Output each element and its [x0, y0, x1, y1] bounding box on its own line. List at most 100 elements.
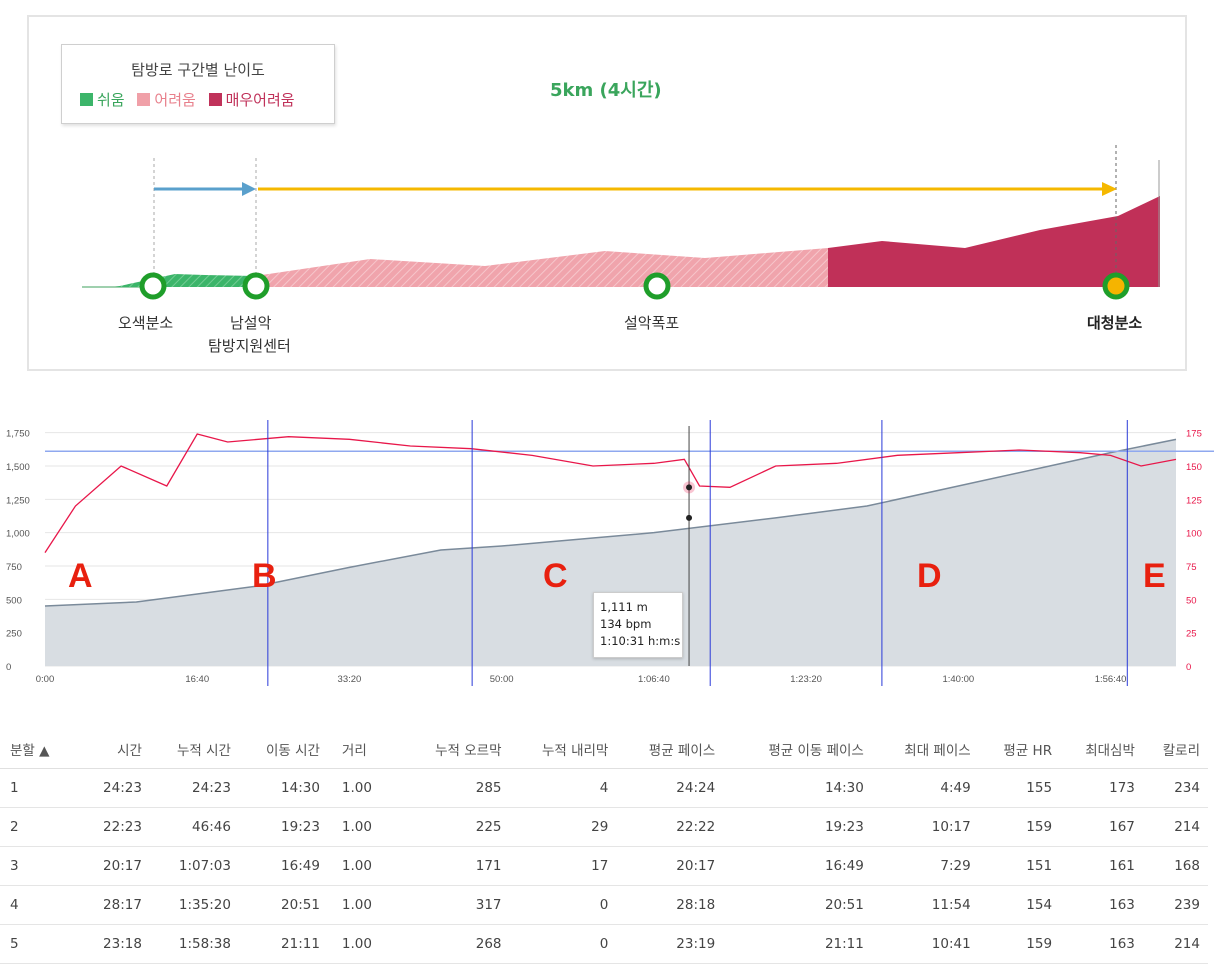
table-row[interactable]: 4 28:17 1:35:20 20:51 1.00 317 0 28:18 20:51 11:5…: [0, 885, 1208, 925]
column-header[interactable]: 분할 ▲: [0, 730, 83, 769]
table-cell: 4: [0, 885, 83, 925]
y-left-tick-label: 1,500: [6, 462, 30, 473]
column-header[interactable]: 누적 시간: [149, 730, 239, 769]
station-marker[interactable]: [139, 272, 167, 300]
table-cell: 21:11: [238, 924, 328, 964]
column-header[interactable]: 최대 페이스: [871, 730, 979, 769]
place-osaek: 오색분소: [118, 314, 174, 332]
table-cell: 173: [1060, 768, 1143, 808]
column-header[interactable]: 평균 이동 페이스: [723, 730, 872, 769]
table-header-row: 분할 ▲ 시간 누적 시간 이동 시간 거리 누적 오르막 누적 내리막 평균 페이스 평균 이…: [0, 730, 1208, 769]
table-cell: 22:22: [616, 807, 724, 847]
table-cell: 167: [1060, 807, 1143, 847]
table-cell: 29: [509, 807, 617, 847]
y-right-tick-label: 150: [1186, 462, 1202, 473]
column-header[interactable]: 시간: [82, 730, 150, 769]
table-row[interactable]: 2 22:23 46:46 19:23 1.00 225 29 22:22 19:23 10:17…: [0, 807, 1208, 847]
column-header[interactable]: 칼로리: [1142, 730, 1208, 769]
difficulty-legend: 탐방로 구간별 난이도 쉬움 어려움 매우어려움: [61, 44, 335, 124]
table-cell: 11:54: [871, 885, 979, 925]
x-tick-label: 1:40:00: [942, 674, 974, 685]
table-cell: 225: [402, 807, 510, 847]
table-cell: 20:51: [238, 885, 328, 925]
column-header[interactable]: 누적 내리막: [509, 730, 617, 769]
table-cell: 1.00: [327, 924, 403, 964]
table-cell: 159: [978, 924, 1061, 964]
table-cell: 214: [1142, 924, 1208, 964]
table-cell: 16:49: [238, 846, 328, 886]
y-right-tick-label: 100: [1186, 529, 1202, 540]
legend-very-hard: 매우어려움: [208, 91, 295, 109]
place-visitor-center: 탐방지원센터: [208, 337, 291, 355]
table-cell: 1.00: [327, 768, 403, 808]
easy-section: [115, 274, 255, 287]
table-cell: 24:23: [82, 768, 150, 808]
table-row[interactable]: 1 24:23 24:23 14:30 1.00 285 4 24:24 14:30 4:49 15…: [0, 768, 1208, 808]
segment-label-c: C: [543, 557, 568, 595]
x-tick-label: 0:00: [36, 674, 55, 685]
legend-items: 쉬움 어려움 매우어려움: [80, 89, 303, 110]
tooltip-elevation: 1,111 m: [600, 600, 648, 614]
table-cell: 10:17: [871, 807, 979, 847]
table-cell: 1.00: [327, 807, 403, 847]
y-right-tick-label: 75: [1186, 562, 1197, 573]
table-cell: 4: [509, 768, 617, 808]
table-cell: 239: [1142, 885, 1208, 925]
approach-arrowhead: [242, 182, 256, 196]
column-header[interactable]: 이동 시간: [238, 730, 328, 769]
x-tick-label: 1:06:40: [638, 674, 670, 685]
table-cell: 285: [402, 768, 510, 808]
table-body: 1 24:23 24:23 14:30 1.00 285 4 24:24 14:30 4:49 15…: [0, 768, 1208, 964]
y-right-tick-label: 25: [1186, 629, 1197, 640]
hard-section: [255, 248, 828, 287]
table-cell: 1:58:38: [149, 924, 239, 964]
segment-label-d: D: [917, 557, 942, 595]
station-marker[interactable]: [643, 272, 671, 300]
table-cell: 0: [509, 885, 617, 925]
destination-marker[interactable]: [1102, 272, 1130, 300]
easy-swatch-icon: [80, 93, 93, 106]
table-cell: 16:49: [723, 846, 872, 886]
table-cell: 155: [978, 768, 1061, 808]
y-left-tick-label: 750: [6, 562, 22, 573]
table-cell: 19:23: [238, 807, 328, 847]
column-header[interactable]: 평균 HR: [978, 730, 1061, 769]
table-cell: 20:17: [616, 846, 724, 886]
table-cell: 20:17: [82, 846, 150, 886]
table-cell: 20:51: [723, 885, 872, 925]
column-header[interactable]: 평균 페이스: [616, 730, 724, 769]
column-header[interactable]: 누적 오르막: [402, 730, 510, 769]
column-header[interactable]: 최대심박: [1060, 730, 1143, 769]
table-cell: 234: [1142, 768, 1208, 808]
column-header[interactable]: 거리: [327, 730, 403, 769]
table-cell: 17: [509, 846, 617, 886]
x-tick-label: 16:40: [185, 674, 209, 685]
y-left-tick-label: 1,000: [6, 529, 30, 540]
cursor-hr-point: [686, 484, 693, 491]
very-hard-section: [828, 196, 1160, 287]
table-cell: 3: [0, 846, 83, 886]
table-cell: 163: [1060, 924, 1143, 964]
table-row[interactable]: 3 20:17 1:07:03 16:49 1.00 171 17 20:17 16:49 7:2…: [0, 846, 1208, 886]
x-tick-label: 50:00: [490, 674, 514, 685]
table-cell: 22:23: [82, 807, 150, 847]
table-cell: 7:29: [871, 846, 979, 886]
table-cell: 168: [1142, 846, 1208, 886]
tooltip-time: 1:10:31 h:m:s: [600, 634, 681, 648]
segment-label-a: A: [68, 557, 93, 595]
table-cell: 161: [1060, 846, 1143, 886]
trail-profile-graphic: [82, 145, 1160, 300]
segment-label-b: B: [252, 557, 277, 595]
y-right-tick-label: 175: [1186, 429, 1202, 440]
y-left-tick-label: 0: [6, 662, 11, 673]
table-cell: 28:18: [616, 885, 724, 925]
x-tick-label: 1:56:40: [1095, 674, 1127, 685]
station-marker[interactable]: [242, 272, 270, 300]
cursor-elevation-point: [686, 514, 693, 521]
table-cell: 1:35:20: [149, 885, 239, 925]
heart-rate-line: [44, 433, 1177, 554]
table-cell: 23:18: [82, 924, 150, 964]
x-tick-label: 1:23:20: [790, 674, 822, 685]
table-row[interactable]: 5 23:18 1:58:38 21:11 1.00 268 0 23:19 21:11 10:4…: [0, 924, 1208, 964]
elevation-heart-rate-chart[interactable]: 0 250 500 750 1,000 1,250 1,500 1,750 0 25 50 75 100…: [0, 410, 1214, 700]
